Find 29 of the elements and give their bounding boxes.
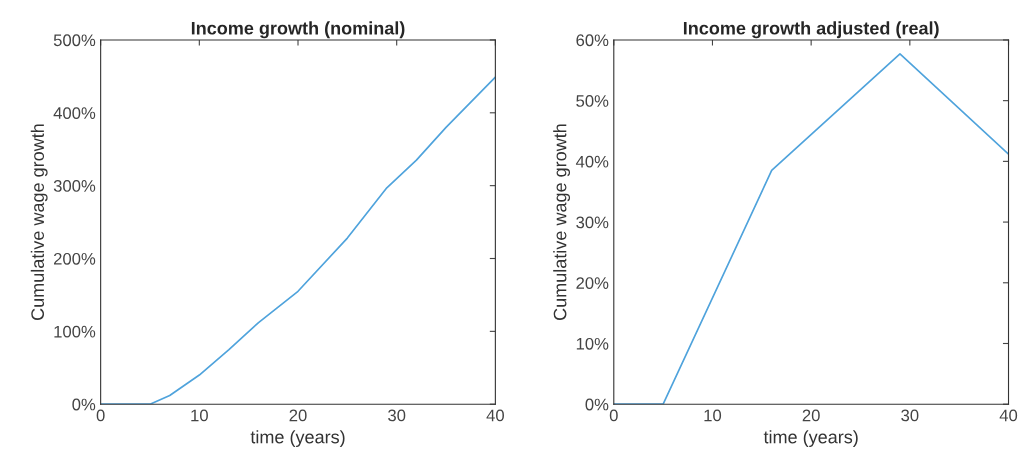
x-tick-label: 0 <box>609 409 618 422</box>
chart-title: Income growth (nominal) <box>191 21 405 39</box>
y-tick-label: 100% <box>54 325 96 338</box>
chart-title: Income growth adjusted (real) <box>683 21 939 39</box>
y-tick-label: 400% <box>53 107 96 119</box>
x-axis-title: time (years) <box>250 430 345 447</box>
x-tick-label: 40 <box>999 409 1018 422</box>
y-tick-label: 500% <box>53 34 96 47</box>
x-tick-label: 20 <box>802 409 820 422</box>
y-tick-label: 20% <box>576 277 609 289</box>
y-tick-label: 40% <box>575 155 609 168</box>
y-tick-label: 50% <box>576 95 609 107</box>
x-tick-label: 30 <box>901 409 919 422</box>
y-tick-label: 300% <box>53 180 96 192</box>
y-axis-title: Cumulative wage growth <box>553 124 571 320</box>
y-tick-label: 0% <box>72 398 96 411</box>
y-tick-label: 200% <box>54 252 96 265</box>
y-tick-label: 30% <box>576 216 609 229</box>
x-tick-label: 40 <box>486 409 504 422</box>
y-tick-label: 0% <box>585 398 609 411</box>
x-tick-label: 0 <box>96 409 105 422</box>
x-tick-label: 20 <box>289 409 307 422</box>
x-axis-title: time (years) <box>763 430 858 447</box>
x-tick-label: 10 <box>191 409 208 422</box>
y-tick-label: 60% <box>576 34 609 47</box>
y-axis-title: Cumulative wage growth <box>30 124 48 320</box>
x-tick-label: 10 <box>704 409 722 422</box>
x-tick-label: 30 <box>388 409 406 422</box>
y-tick-label: 10% <box>576 337 609 350</box>
